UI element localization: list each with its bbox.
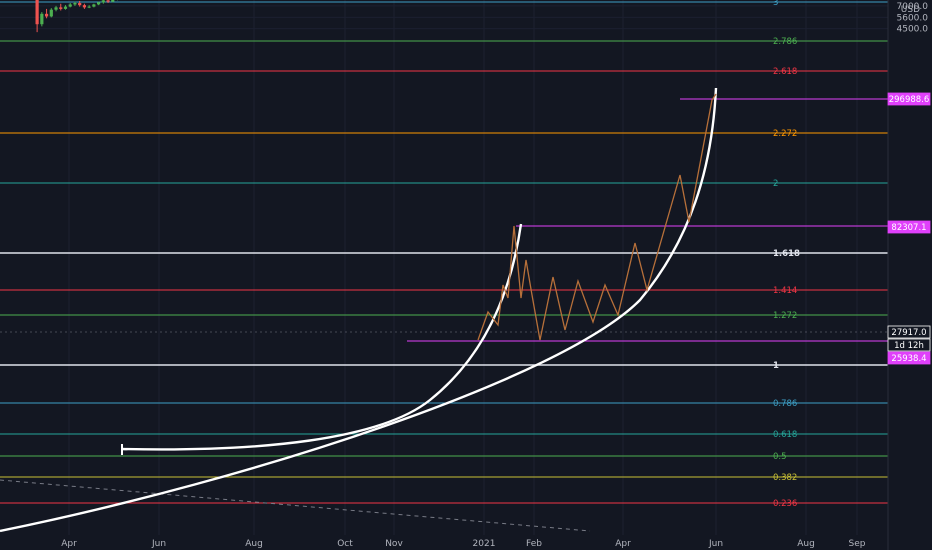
- projection-path[interactable]: [477, 93, 717, 341]
- x-tick-label: Apr: [615, 539, 631, 549]
- candle-body: [97, 2, 101, 5]
- x-tick-label: Jun: [708, 539, 723, 549]
- y-tick-label: 8600.0: [897, 0, 929, 1]
- x-tick-label: Aug: [797, 539, 815, 549]
- y-tick-label: 4500.0: [897, 25, 929, 35]
- candlestick-series: [35, 0, 119, 33]
- y-tick-label: 5600.0: [897, 13, 929, 23]
- price-tag-label: 1d 12h: [894, 341, 924, 351]
- y-unit-label: USD: [901, 5, 920, 15]
- price-axis[interactable]: 4500.05600.07000.08600.010600.013000.016…: [885, 0, 928, 550]
- price-tag-label: 296988.6: [889, 95, 930, 105]
- candle-body: [73, 3, 77, 5]
- candle-body: [111, 0, 115, 2]
- parabolic-curve-long[interactable]: [0, 87, 718, 533]
- x-tick-label: Jun: [151, 539, 166, 549]
- fib-level-label: 2.786: [773, 37, 797, 47]
- fib-level-label: 1: [773, 361, 779, 371]
- candle-body: [40, 13, 44, 25]
- dashed-trendline[interactable]: [0, 479, 591, 532]
- diagonal-trendline[interactable]: [0, 479, 591, 532]
- fib-level-label: 2.272: [773, 129, 797, 139]
- projection-zigzag[interactable]: [477, 93, 717, 341]
- fib-level-label: 2.618: [773, 67, 797, 77]
- x-tick-label: Feb: [526, 539, 542, 549]
- price-tag-box: [887, 338, 931, 352]
- candle-body: [87, 6, 91, 8]
- price-tag-label: 82307.1: [891, 223, 926, 233]
- time-axis[interactable]: Apr Jun Aug Oct Nov 2021 Feb Apr Jun Aug Sep: [61, 539, 866, 549]
- x-tick-label: Aug: [245, 539, 263, 549]
- candle-body: [49, 9, 53, 17]
- x-tick-label: Nov: [385, 539, 403, 549]
- fib-level-label: 3: [773, 0, 778, 8]
- fib-level-label: 2: [773, 179, 778, 189]
- candle-body: [44, 13, 49, 17]
- x-tick-label: Apr: [61, 539, 77, 549]
- fib-level-label: 1.618: [773, 249, 800, 259]
- x-tick-label: Sep: [849, 539, 866, 549]
- candle-body: [78, 3, 82, 6]
- candle-body: [68, 4, 72, 7]
- parabolic-curve-short[interactable]: [121, 223, 523, 451]
- y-tick-label: 7000.0: [897, 2, 929, 12]
- x-tick-label: 2021: [473, 539, 496, 549]
- fib-level-label: 0.382: [773, 473, 797, 483]
- price-tags: 296988.6 82307.1 27917.0 1d 12h 25938.4: [887, 92, 931, 365]
- candle-body: [92, 4, 96, 7]
- candle-body: [63, 6, 68, 9]
- fib-level-label: 0.618: [773, 430, 797, 440]
- fib-level-label: 1.414: [773, 286, 797, 296]
- fib-level-label: 0.236: [773, 499, 797, 509]
- fib-level-label: 0.786: [773, 399, 797, 409]
- price-tag-box: [887, 92, 931, 106]
- price-tag-box: [887, 325, 931, 339]
- fib-level-label: 0.5: [773, 452, 787, 462]
- x-tick-label: Oct: [337, 539, 353, 549]
- candle-body: [54, 7, 58, 10]
- candle-body: [59, 7, 63, 9]
- candle-body: [82, 5, 87, 8]
- price-tag-box: [887, 351, 931, 365]
- candle-body: [106, 0, 110, 2]
- parabolic-curves[interactable]: [0, 87, 718, 533]
- candle-body: [101, 0, 105, 3]
- price-tag-label: 27917.0: [891, 328, 926, 338]
- candle-body: [35, 0, 39, 25]
- price-tag-label: 25938.4: [891, 354, 926, 364]
- price-tag-box: [887, 220, 931, 234]
- fib-extension-levels[interactable]: 0.236 0.382 0.5 0.618 0.786 1 1.272 1.414 1.618 2…: [0, 0, 888, 509]
- fib-level-label: 1.272: [773, 311, 797, 321]
